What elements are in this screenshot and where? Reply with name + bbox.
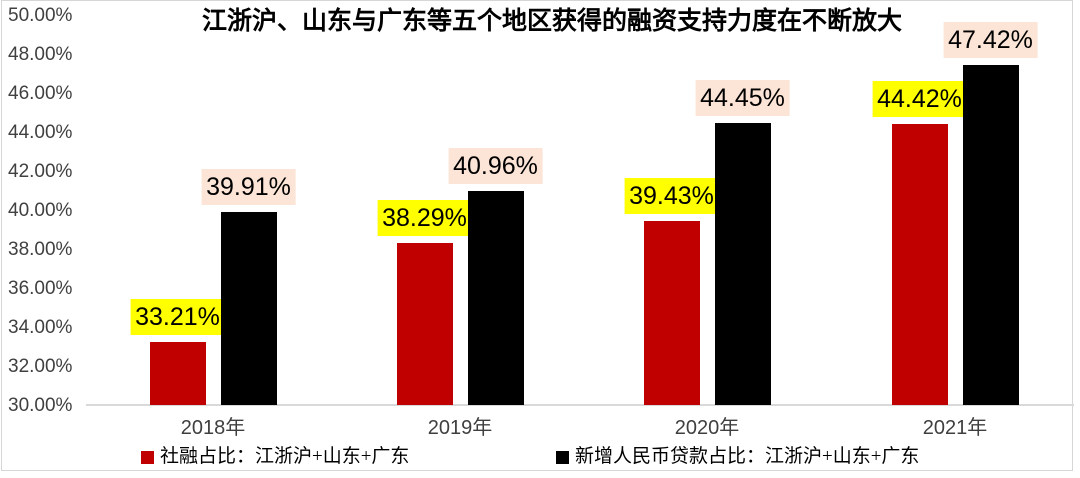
y-axis-tick-label: 36.00% <box>8 278 73 299</box>
x-axis-tick-label: 2020年 <box>674 417 740 439</box>
legend-label-new-rmb-loans: 新增人民币贷款占比：江浙沪+山东+广东 <box>575 446 920 467</box>
y-axis-tick-label: 40.00% <box>8 200 73 221</box>
bar-value-label: 39.91% <box>201 169 296 205</box>
bar-series2-2019年 <box>467 191 524 405</box>
y-axis-tick-label: 46.00% <box>8 83 73 104</box>
x-axis-tick-label: 2019年 <box>427 417 493 439</box>
y-axis-tick-label: 50.00% <box>8 5 73 26</box>
y-axis-tick-label: 48.00% <box>8 44 73 65</box>
bar-value-label: 39.43% <box>624 178 719 214</box>
bar-series1-2019年 <box>396 243 453 405</box>
x-axis-tick-label: 2021年 <box>922 417 988 439</box>
bar-value-label: 38.29% <box>377 200 472 236</box>
y-axis-tick-label: 42.00% <box>8 161 73 182</box>
y-axis-tick-label: 32.00% <box>8 356 73 377</box>
bar-series1-2018年 <box>149 342 206 405</box>
bar-value-label: 47.42% <box>943 22 1038 58</box>
bar-series1-2021年 <box>891 124 948 405</box>
y-axis-tick-label: 44.00% <box>8 122 73 143</box>
x-axis-tick-label: 2018年 <box>180 417 246 439</box>
y-axis-tick-label: 30.00% <box>8 395 73 416</box>
bar-value-label: 44.42% <box>872 81 967 117</box>
bar-series2-2018年 <box>220 212 277 405</box>
legend-item-new-rmb-loans: 新增人民币贷款占比：江浙沪+山东+广东 <box>556 446 919 468</box>
legend-marker-black-square-icon <box>556 450 569 464</box>
legend-marker-red-square-icon <box>141 450 154 464</box>
bar-value-label: 44.45% <box>695 80 790 116</box>
y-axis-tick-label: 34.00% <box>8 317 73 338</box>
bar-value-label: 33.21% <box>130 299 225 335</box>
x-axis-line <box>86 404 1074 406</box>
chart-title: 江浙沪、山东与广东等五个地区获得的融资支持力度在不断放大 <box>201 8 903 35</box>
legend-label-social-financing: 社融占比：江浙沪+山东+广东 <box>160 446 410 467</box>
legend-item-social-financing: 社融占比：江浙沪+山东+广东 <box>141 446 409 468</box>
y-axis-tick-label: 38.00% <box>8 239 73 260</box>
bar-series1-2020年 <box>643 221 700 405</box>
bar-series2-2020年 <box>714 123 771 405</box>
bar-series2-2021年 <box>962 65 1019 405</box>
bar-value-label: 40.96% <box>448 148 543 184</box>
